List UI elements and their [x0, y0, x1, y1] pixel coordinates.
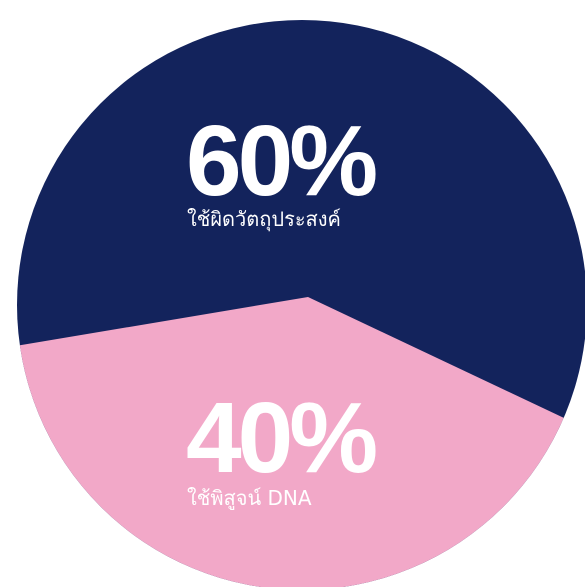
slice-value-misuse: 60%: [186, 105, 376, 217]
pie-slice-dna: [17, 297, 585, 587]
slice-label-misuse: ใช้ผิดวัตถุประสงค์: [187, 207, 341, 232]
slice-value-dna: 40%: [186, 382, 376, 494]
slice-label-dna: ใช้พิสูจน์ DNA: [187, 486, 312, 511]
